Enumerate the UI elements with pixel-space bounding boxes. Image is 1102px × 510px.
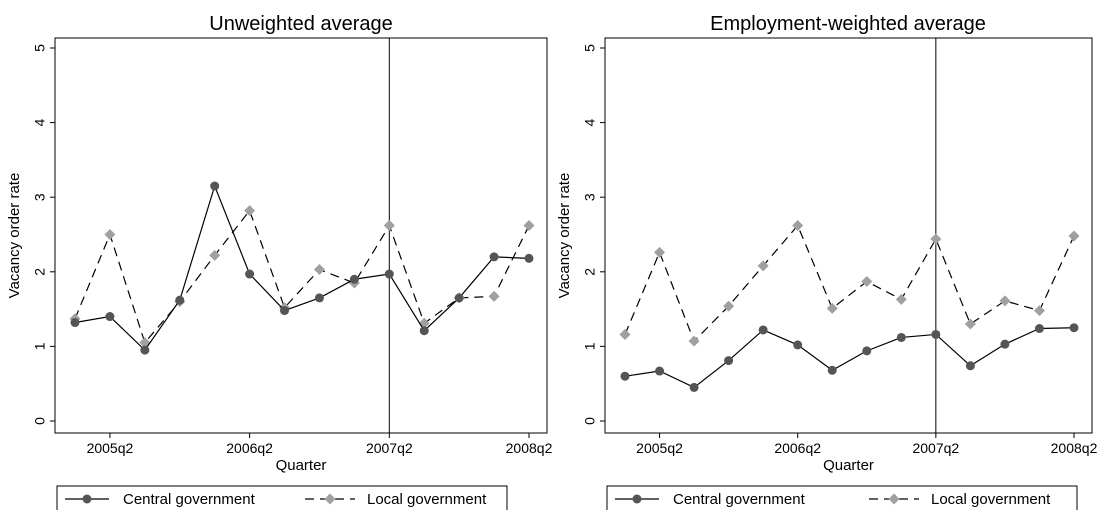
data-point [826,302,838,314]
data-point [244,205,256,217]
data-point [862,346,872,356]
data-point [861,275,873,287]
y-tick-label: 5 [582,44,598,52]
legend-marker-local [888,493,900,505]
y-tick-label: 3 [582,193,598,201]
legend-marker-central [82,494,92,504]
y-tick-label: 2 [582,268,598,276]
y-axis-label: Vacancy order rate [556,173,573,299]
series-line-central [624,327,1075,389]
y-tick-label: 2 [32,268,48,276]
data-point [655,366,665,376]
x-tick-label: 2007q2 [912,440,959,456]
data-point [620,371,630,381]
data-point [210,181,220,191]
data-point [619,328,631,340]
data-point [999,295,1011,307]
series-line-central [74,184,530,352]
y-tick-label: 0 [32,417,48,425]
data-point [384,269,394,279]
y-tick-label: 3 [32,193,48,201]
data-point [827,365,837,375]
data-point [654,246,666,258]
data-point [70,318,80,328]
data-point [930,233,942,245]
series-line-local [624,224,1075,343]
data-point [895,293,907,305]
legend: Central government Local government [606,485,1078,510]
legend-label-local: Local government [931,491,1051,508]
x-tick-label: 2008q2 [506,440,553,456]
legend-box [56,485,508,510]
data-point [965,361,975,371]
data-point [896,332,906,342]
data-point [757,260,769,272]
series-line-local [74,209,530,344]
x-tick-label: 2005q2 [87,440,134,456]
data-point [1034,323,1044,333]
data-point [723,300,735,312]
data-point [793,340,803,350]
data-point [524,253,534,263]
x-tick-label: 2006q2 [226,440,273,456]
data-point [1000,339,1010,349]
data-point [931,329,941,339]
y-tick-label: 5 [32,44,48,52]
legend-marker-local [324,493,336,505]
data-point [964,318,976,330]
legend-label-central: Central government [673,491,806,508]
legend-label-central: Central government [123,491,256,508]
x-tick-label: 2008q2 [1051,440,1098,456]
legend: Central government Local government [56,485,508,510]
data-point [758,325,768,335]
data-point [314,293,324,303]
data-point [1033,305,1045,317]
data-point [245,269,255,279]
data-point [454,293,464,303]
data-point [104,229,116,240]
legend-marker-central [632,494,642,504]
x-tick-label: 2007q2 [366,440,413,456]
data-point [383,220,395,232]
data-point [105,312,115,322]
chart-title: Unweighted average [209,13,392,35]
data-point [724,356,734,366]
data-point [792,220,804,232]
plot-frame [604,37,1093,434]
data-point [280,306,290,316]
data-point [489,252,499,262]
y-tick-label: 1 [32,342,48,350]
y-tick-label: 1 [582,342,598,350]
x-axis-label: Quarter [276,457,327,474]
data-point [175,295,185,305]
chart-panel-2: Employment-weighted average 0 1 2 3 4 5 Vacancy… [556,13,1098,510]
data-point [419,326,429,336]
data-point [523,220,535,232]
chart-panel-1: Unweighted average 0 1 2 3 4 5 Vacancy order ra… [6,13,553,510]
data-point [313,264,325,276]
data-point [1069,323,1079,333]
data-point [689,382,699,392]
chart-title: Employment-weighted average [710,13,986,35]
data-point [209,249,221,261]
y-tick-label: 4 [32,118,48,126]
data-point [349,274,359,284]
y-tick-label: 0 [582,417,598,425]
x-tick-label: 2006q2 [774,440,821,456]
plot-frame [54,37,548,434]
x-tick-label: 2005q2 [636,440,683,456]
data-point [1068,230,1080,242]
legend-label-local: Local government [367,491,487,508]
y-tick-label: 4 [582,118,598,126]
data-point [688,335,700,347]
x-axis-label: Quarter [823,457,874,474]
data-point [488,290,500,302]
data-point [140,345,150,355]
legend-box [606,485,1078,510]
y-axis-label: Vacancy order rate [6,173,23,299]
